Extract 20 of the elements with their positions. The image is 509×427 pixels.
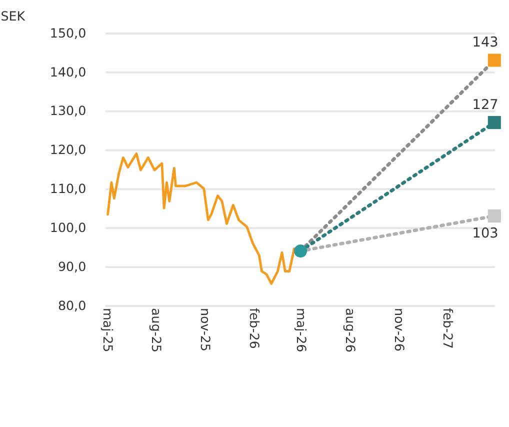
- y-tick-label: 90,0: [58, 258, 86, 274]
- y-tick-label: 130,0: [50, 103, 86, 118]
- annotation: 127: [472, 96, 498, 113]
- x-tick-label: aug-26: [343, 308, 358, 352]
- annotation: 143: [472, 34, 498, 51]
- y-tick-label: 100,0: [50, 220, 86, 236]
- y-tick-label: 150,0: [50, 25, 86, 40]
- y-tick-label: 110,0: [50, 181, 86, 196]
- x-tick-label: feb-26: [246, 308, 262, 349]
- x-tick-label: feb-27: [440, 308, 456, 349]
- y-axis-title: SEK: [0, 8, 26, 24]
- x-tick-label: nov-26: [392, 308, 407, 352]
- x-tick-label: aug-25: [149, 308, 164, 352]
- x-tick-label: nov-25: [198, 308, 214, 352]
- x-tick-label: maj-26: [294, 308, 310, 352]
- x-tick-label: maj-25: [100, 308, 116, 352]
- y-tick-label: 140,0: [50, 64, 86, 80]
- y-tick-label: 120,0: [50, 142, 86, 158]
- annotation: 103: [472, 225, 498, 242]
- y-tick-label: 80,0: [58, 298, 86, 313]
